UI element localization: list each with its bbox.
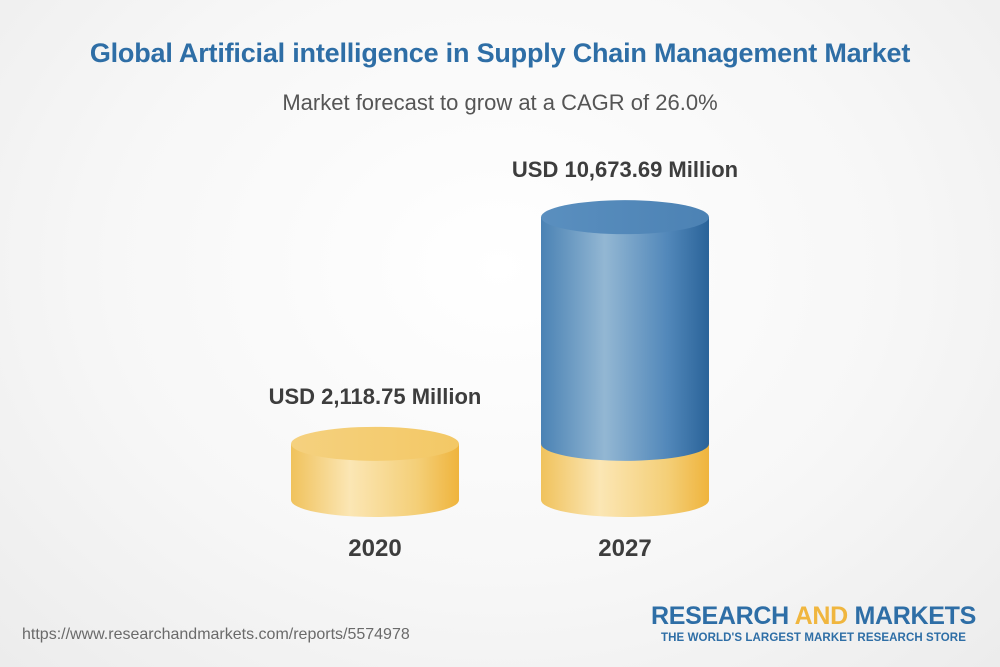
category-label-2027: 2027	[598, 535, 651, 562]
brand-logo: RESEARCH AND MARKETS THE WORLD'S LARGEST…	[651, 602, 976, 644]
cylinder-chart: USD 2,118.75 Million 2020 USD 10,673.69 Mi…	[269, 157, 738, 562]
bar-top-2020	[291, 426, 459, 461]
bar-base-segment-2020	[291, 443, 459, 517]
chart-subtitle: Market forecast to grow at a CAGR of 26.…	[282, 90, 718, 115]
value-label-2027: USD 10,673.69 Million	[512, 157, 738, 182]
bar-growth-segment-2027	[541, 217, 709, 461]
bar-base-segment-2027	[541, 443, 709, 517]
brand-tagline: THE WORLD'S LARGEST MARKET RESEARCH STOR…	[660, 632, 966, 644]
source-url[interactable]: https://www.researchandmarkets.com/repor…	[22, 626, 410, 643]
category-label-2020: 2020	[348, 535, 401, 562]
bar-top-2027	[541, 200, 709, 235]
brand-name: RESEARCH AND MARKETS	[650, 602, 976, 630]
chart-title: Global Artificial intelligence in Supply…	[89, 38, 911, 68]
value-label-2020: USD 2,118.75 Million	[269, 384, 482, 409]
